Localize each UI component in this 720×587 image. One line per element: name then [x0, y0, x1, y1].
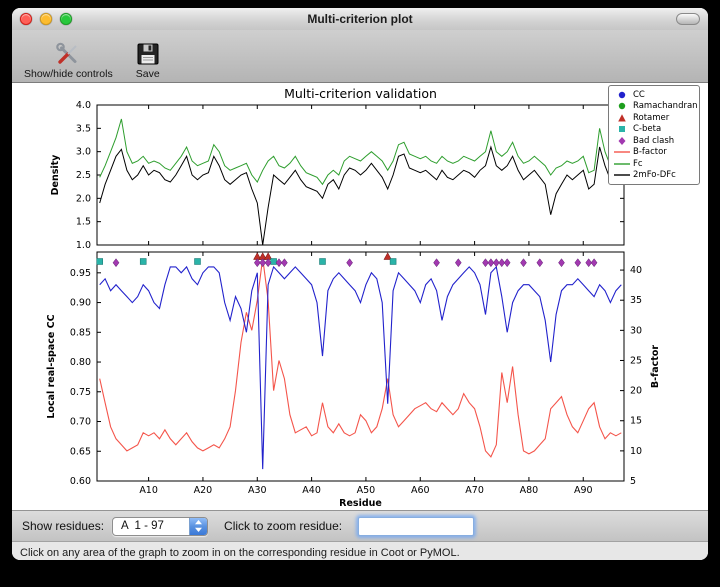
residue-range-select[interactable]: A 1 - 97	[112, 516, 209, 536]
svg-text:3.5: 3.5	[76, 123, 91, 134]
svg-text:A60: A60	[411, 485, 430, 496]
svg-text:1.5: 1.5	[76, 217, 91, 228]
show-hide-controls-button[interactable]: Show/hide controls	[24, 41, 113, 80]
bottom-axes	[96, 251, 625, 482]
svg-text:0.65: 0.65	[70, 446, 91, 457]
svg-text:A40: A40	[302, 485, 321, 496]
minimize-button[interactable]	[40, 13, 52, 25]
plot-area[interactable]: Multi-criterion validation 1.0 1.5 2.0 2.5 3.…	[12, 83, 708, 510]
svg-text:B-factor: B-factor	[650, 345, 661, 388]
legend-item-cc: CC	[613, 89, 697, 101]
fc-line-icon	[613, 159, 631, 169]
titlebar[interactable]: Multi-criterion plot	[12, 8, 708, 30]
svg-text:A70: A70	[465, 485, 484, 496]
svg-text:3.0: 3.0	[76, 147, 91, 158]
svg-text:0.90: 0.90	[70, 298, 91, 309]
save-icon	[137, 43, 159, 65]
svg-text:15: 15	[630, 416, 642, 427]
svg-text:A20: A20	[194, 485, 213, 496]
svg-text:25: 25	[630, 355, 642, 366]
legend-item-2mfodfc: 2mFo-DFc	[613, 170, 697, 182]
svg-text:0.95: 0.95	[70, 268, 91, 279]
status-text: Click on any area of the graph to zoom i…	[20, 546, 460, 559]
legend-item-badclash: Bad clash	[613, 135, 697, 147]
svg-text:1.0: 1.0	[76, 240, 91, 251]
svg-text:Density: Density	[50, 154, 61, 196]
toolbar: Show/hide controls Save	[12, 30, 708, 83]
app-window: Multi-criterion plot Show/hide controls …	[12, 8, 708, 560]
zoom-residue-input[interactable]	[358, 516, 475, 536]
svg-text:5: 5	[630, 476, 636, 487]
svg-text:0.75: 0.75	[70, 387, 91, 398]
tools-icon	[56, 42, 78, 64]
bfactor-line-icon	[613, 147, 631, 157]
plot-legend: CC Ramachandran Rotamer C-beta Bad clash…	[608, 85, 700, 185]
show-residues-label: Show residues:	[22, 519, 105, 533]
toolbar-toggle-button[interactable]	[676, 13, 700, 25]
svg-text:2.0: 2.0	[76, 193, 91, 204]
svg-text:A50: A50	[357, 485, 376, 496]
c-beta-markers	[96, 258, 397, 265]
svg-text:0.70: 0.70	[70, 417, 91, 428]
badclash-marker-icon	[613, 136, 631, 146]
svg-text:A10: A10	[139, 485, 158, 496]
save-button[interactable]: Save	[135, 41, 161, 80]
fc-line	[99, 118, 622, 186]
status-bar: Click on any area of the graph to zoom i…	[12, 541, 708, 560]
svg-text:Multi-criterion validation: Multi-criterion validation	[284, 86, 437, 101]
legend-item-ramachandran: Ramachandran	[613, 101, 698, 113]
zoom-window-button[interactable]	[60, 13, 72, 25]
2mfodfc-line	[99, 145, 622, 246]
svg-text:20: 20	[630, 386, 642, 397]
svg-text:0.60: 0.60	[70, 476, 91, 487]
multi-criterion-plot[interactable]: Multi-criterion validation 1.0 1.5 2.0 2.5 3.…	[12, 83, 708, 510]
svg-text:30: 30	[630, 325, 642, 336]
save-label: Save	[135, 68, 160, 80]
cc-marker-icon	[613, 90, 631, 100]
rotamer-markers	[253, 252, 392, 260]
rotamer-marker-icon	[613, 113, 631, 123]
svg-text:4.0: 4.0	[76, 100, 91, 111]
svg-text:40: 40	[630, 265, 642, 276]
svg-text:10: 10	[630, 446, 642, 457]
cc-line	[99, 265, 622, 470]
2mfodfc-line-icon	[613, 170, 631, 180]
svg-text:0.85: 0.85	[70, 327, 91, 338]
legend-item-rotamer: Rotamer	[613, 112, 697, 124]
residue-range-value: A 1 - 97	[121, 519, 164, 532]
svg-text:2.5: 2.5	[76, 170, 91, 181]
svg-text:0.80: 0.80	[70, 357, 91, 368]
svg-text:Local real-space CC: Local real-space CC	[46, 314, 57, 418]
legend-item-fc: Fc	[613, 158, 697, 170]
legend-item-cbeta: C-beta	[613, 124, 697, 136]
zoom-residue-label: Click to zoom residue:	[224, 519, 343, 533]
svg-text:A30: A30	[248, 485, 267, 496]
controls-bar: Show residues: A 1 - 97 Click to zoom re…	[12, 510, 708, 541]
svg-text:Residue: Residue	[339, 498, 382, 509]
cbeta-marker-icon	[613, 124, 631, 134]
svg-text:35: 35	[630, 295, 642, 306]
close-button[interactable]	[20, 13, 32, 25]
show-hide-controls-label: Show/hide controls	[24, 68, 113, 80]
stepper-arrows-icon	[189, 517, 208, 535]
bad-clash-markers	[112, 258, 598, 268]
window-controls	[20, 13, 72, 25]
bfactor-line	[99, 257, 622, 458]
svg-text:A90: A90	[574, 485, 593, 496]
svg-text:A80: A80	[520, 485, 539, 496]
legend-item-bfactor: B-factor	[613, 147, 697, 159]
ramachandran-marker-icon	[613, 101, 631, 111]
window-title: Multi-criterion plot	[307, 12, 413, 26]
